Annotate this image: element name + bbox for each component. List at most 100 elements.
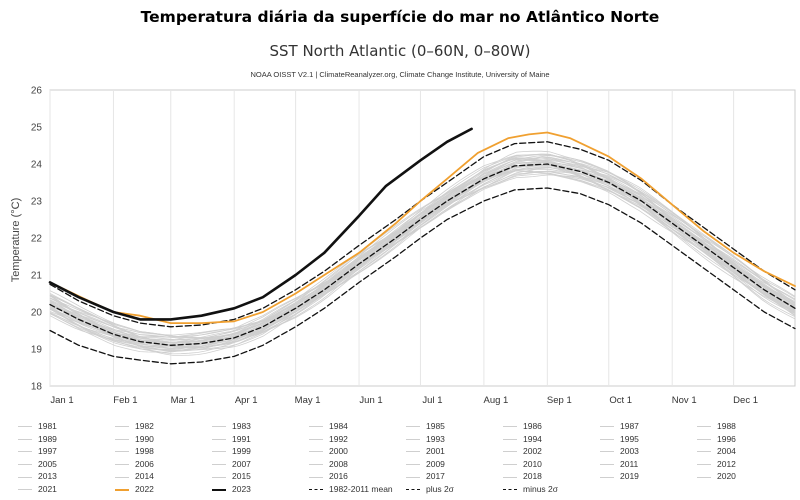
legend-item-2022[interactable]: 2022 <box>115 483 154 495</box>
legend-label: 2012 <box>717 458 736 469</box>
legend-item-1983[interactable]: 1983 <box>212 420 251 432</box>
legend-swatch <box>406 438 420 440</box>
legend-swatch <box>212 488 226 491</box>
legend-item-1982[interactable]: 1982 <box>115 420 154 432</box>
legend-item-2021[interactable]: 2021 <box>18 483 57 495</box>
legend-swatch <box>309 438 323 440</box>
legend-item-2015[interactable]: 2015 <box>212 470 251 482</box>
legend-item-2010[interactable]: 2010 <box>503 458 542 470</box>
legend-item-2016[interactable]: 2016 <box>309 470 348 482</box>
legend-swatch <box>697 438 711 440</box>
legend-swatch <box>18 451 32 453</box>
legend-swatch <box>503 489 517 491</box>
legend-item-2013[interactable]: 2013 <box>18 470 57 482</box>
x-tick-label: Jan 1 <box>50 395 73 406</box>
legend-swatch <box>697 451 711 453</box>
legend-label: 1988 <box>717 421 736 431</box>
legend-item-1988[interactable]: 1988 <box>697 420 736 432</box>
x-tick-label: Jul 1 <box>422 395 442 406</box>
legend-item-2002[interactable]: 2002 <box>503 445 542 457</box>
legend-label: 2004 <box>717 446 736 457</box>
series-line-2016 <box>49 153 796 338</box>
chart-title: SST North Atlantic (0–60N, 0–80W) <box>269 42 531 60</box>
legend-swatch <box>406 476 420 478</box>
legend-swatch <box>406 464 420 466</box>
legend-item-1989[interactable]: 1989 <box>18 433 57 445</box>
legend-swatch <box>406 451 420 453</box>
legend-item-2001[interactable]: 2001 <box>406 445 445 457</box>
legend-label: 1985 <box>426 421 445 431</box>
legend-swatch <box>697 426 711 428</box>
legend-item-2014[interactable]: 2014 <box>115 470 154 482</box>
legend-label: 2002 <box>523 446 542 457</box>
legend-item-2012[interactable]: 2012 <box>697 458 736 470</box>
legend-swatch <box>115 438 129 440</box>
x-tick-label: Sep 1 <box>547 395 572 406</box>
y-tick-label: 20 <box>31 308 43 319</box>
series-line-1982-2011-mean <box>49 163 796 346</box>
legend-item-minus-2-[interactable]: minus 2σ <box>503 483 558 495</box>
legend-item-2023[interactable]: 2023 <box>212 483 251 495</box>
legend-item-2005[interactable]: 2005 <box>18 458 57 470</box>
legend-swatch <box>503 451 517 453</box>
series-line-1993 <box>49 164 796 349</box>
x-tick-label: Aug 1 <box>483 395 508 406</box>
x-tick-label: May 1 <box>295 395 321 406</box>
legend-item-1986[interactable]: 1986 <box>503 420 542 432</box>
legend-item-2006[interactable]: 2006 <box>115 458 154 470</box>
legend-item-2008[interactable]: 2008 <box>309 458 348 470</box>
legend-item-2009[interactable]: 2009 <box>406 458 445 470</box>
legend-item-plus-2-[interactable]: plus 2σ <box>406 483 454 495</box>
legend-item-1996[interactable]: 1996 <box>697 433 736 445</box>
legend-swatch <box>600 426 614 428</box>
legend-swatch <box>503 476 517 478</box>
legend-swatch <box>212 426 226 428</box>
series-line-2012 <box>49 153 796 341</box>
legend-swatch <box>600 438 614 440</box>
legend-item-1985[interactable]: 1985 <box>406 420 445 432</box>
legend-swatch <box>18 438 32 440</box>
legend-label: minus 2σ <box>523 484 559 494</box>
legend-item-2007[interactable]: 2007 <box>212 458 251 470</box>
legend-item-1998[interactable]: 1998 <box>115 445 154 457</box>
legend-label: 2003 <box>620 446 639 457</box>
legend-label: 2000 <box>329 446 348 457</box>
legend-item-1981[interactable]: 1981 <box>18 420 57 432</box>
legend-item-1993[interactable]: 1993 <box>406 433 445 445</box>
legend-item-1992[interactable]: 1992 <box>309 433 348 445</box>
legend-item-2004[interactable]: 2004 <box>697 445 736 457</box>
x-tick-label: Mar 1 <box>171 395 195 406</box>
legend-swatch <box>406 426 420 428</box>
legend-item-2000[interactable]: 2000 <box>309 445 348 457</box>
legend-item-1991[interactable]: 1991 <box>212 433 251 445</box>
series-line-2010 <box>49 161 796 344</box>
legend-label: 1984 <box>329 421 348 431</box>
legend-label: 2001 <box>426 446 445 457</box>
chart-grid <box>49 89 796 387</box>
series-line-1981 <box>49 174 796 356</box>
legend-swatch <box>309 489 323 491</box>
legend-item-1999[interactable]: 1999 <box>212 445 251 457</box>
legend-item-2019[interactable]: 2019 <box>600 470 639 482</box>
legend-item-2018[interactable]: 2018 <box>503 470 542 482</box>
legend-item-2020[interactable]: 2020 <box>697 470 736 482</box>
legend-item-1994[interactable]: 1994 <box>503 433 542 445</box>
x-axis: Jan 1 Feb 1 Mar 1 Apr 1 May 1 Jun 1 Jul 1 Aug 1… <box>50 395 758 406</box>
x-tick-label: Nov 1 <box>672 395 697 406</box>
legend-item-1995[interactable]: 1995 <box>600 433 639 445</box>
legend-item-2003[interactable]: 2003 <box>600 445 639 457</box>
series-line-2021 <box>49 157 796 339</box>
legend-item-1982-2011-mean[interactable]: 1982-2011 mean <box>309 483 393 495</box>
legend-label: 2016 <box>329 471 348 482</box>
legend-label: 2018 <box>523 471 542 482</box>
legend-item-1984[interactable]: 1984 <box>309 420 348 432</box>
legend-item-2017[interactable]: 2017 <box>406 470 445 482</box>
legend-item-2011[interactable]: 2011 <box>600 458 638 470</box>
legend-item-1997[interactable]: 1997 <box>18 445 57 457</box>
legend-item-1990[interactable]: 1990 <box>115 433 154 445</box>
legend-label: 2017 <box>426 471 445 482</box>
series-line-2023 <box>48 127 473 321</box>
x-tick-label: Oct 1 <box>609 395 632 406</box>
legend-item-1987[interactable]: 1987 <box>600 420 639 432</box>
